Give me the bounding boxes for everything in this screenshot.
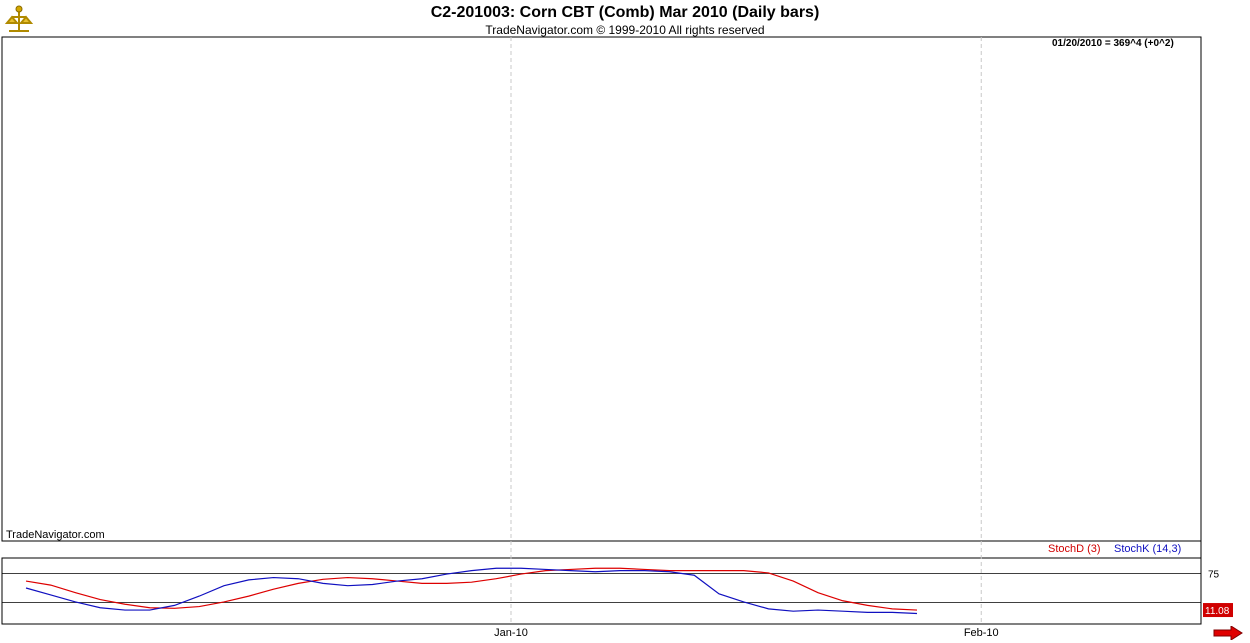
tradenavigator-logo-icon[interactable] — [3, 5, 35, 35]
brand-label: TradeNavigator.com — [6, 529, 105, 541]
stochastic-panel: 75 11.08 — [2, 567, 1233, 618]
stoch-last-marker — [1203, 603, 1233, 618]
x-tick-label: Feb-10 — [964, 627, 999, 639]
chart-subtitle: TradeNavigator.com © 1999-2010 All right… — [485, 23, 765, 37]
stoch-tick-label: 75 — [1208, 570, 1220, 581]
last-quote-readout: 01/20/2010 = 369^4 (+0^2) — [1052, 38, 1174, 49]
chart-grid — [1, 36, 1202, 625]
chart-title: C2-201003: Corn CBT (Comb) Mar 2010 (Dai… — [430, 4, 820, 21]
stoch-k-legend: StochK (14,3) — [1114, 543, 1182, 555]
x-axis: Jan-10 Feb-10 — [494, 627, 999, 639]
x-tick-label: Jan-10 — [494, 627, 528, 639]
scroll-right-arrow-icon[interactable] — [1213, 626, 1243, 640]
stoch-line — [25, 567, 918, 611]
stoch-last-label: 11.08 — [1205, 606, 1230, 617]
stoch-line — [25, 567, 918, 615]
stoch-d-legend: StochD (3) — [1048, 543, 1101, 555]
